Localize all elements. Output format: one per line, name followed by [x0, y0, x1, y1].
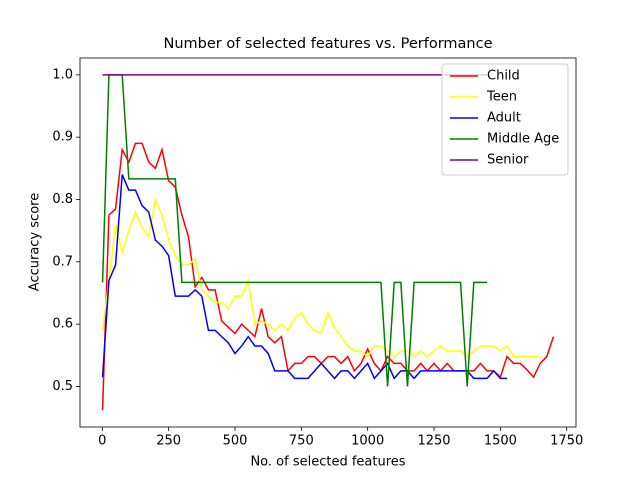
- x-tick-label: 1250: [417, 434, 450, 449]
- legend-label: Senior: [487, 153, 529, 168]
- data-line: [101, 74, 488, 387]
- x-tick-label: 500: [223, 434, 248, 449]
- x-tick-label: 0: [98, 434, 106, 449]
- y-tick-label: 0.9: [52, 130, 73, 145]
- x-tick-label: 250: [156, 434, 181, 449]
- x-axis-label: No. of selected features: [250, 455, 405, 470]
- data-line: [101, 196, 541, 358]
- legend-box: [441, 63, 569, 176]
- data-line: [101, 142, 555, 411]
- y-tick-label: 0.5: [52, 379, 73, 394]
- x-tick-label: 1750: [550, 434, 583, 449]
- x-tick-label: 750: [289, 434, 314, 449]
- plot-frame: [79, 57, 577, 428]
- y-tick-label: 1.0: [52, 67, 73, 82]
- y-tick-label: 0.7: [52, 254, 73, 269]
- legend-label: Child: [487, 69, 520, 84]
- chart-title: Number of selected features vs. Performa…: [163, 36, 492, 52]
- x-tick-label: 1500: [484, 434, 517, 449]
- y-tick-label: 0.6: [52, 317, 73, 332]
- x-tick-label: 1000: [351, 434, 384, 449]
- y-axis-label: Accuracy score: [28, 193, 43, 291]
- legend-label: Teen: [486, 90, 517, 105]
- legend-label: Adult: [487, 111, 521, 126]
- legend-label: Middle Age: [487, 132, 559, 147]
- y-tick-label: 0.8: [52, 192, 73, 207]
- data-line: [101, 174, 507, 380]
